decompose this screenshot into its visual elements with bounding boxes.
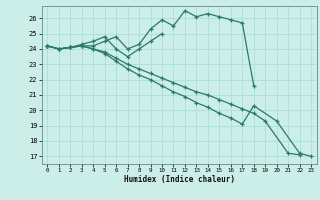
X-axis label: Humidex (Indice chaleur): Humidex (Indice chaleur) bbox=[124, 175, 235, 184]
